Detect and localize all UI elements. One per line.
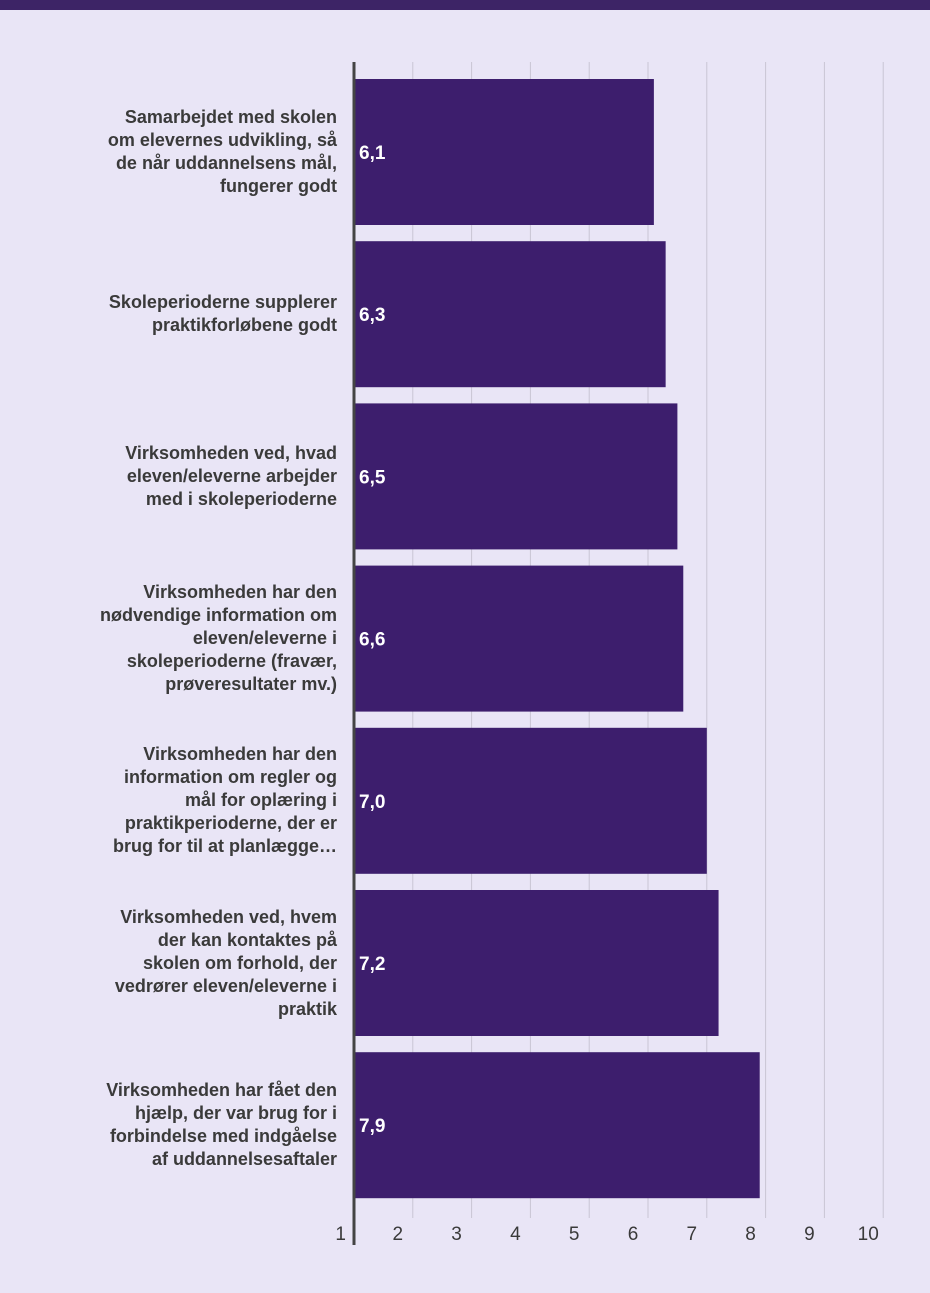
x-tick-label: 9 (804, 1224, 815, 1245)
category-label-line: praktikperioderne, der er (124, 813, 337, 834)
category-label-line: om elevernes udvikling, så (107, 130, 337, 150)
bar-value-label: 6,3 (359, 305, 385, 326)
category-label-line: praktik (277, 998, 337, 1019)
bar-value-label: 6,5 (359, 467, 386, 488)
category-label-line: Samarbejdet med skolen (124, 107, 337, 127)
category-label-line: prøveresultater mv.) (165, 674, 337, 695)
category-label-line: fungerer godt (220, 176, 337, 196)
category-label-line: vedrører eleven/eleverne i (114, 975, 337, 996)
bar-value-label: 7,9 (359, 1116, 385, 1137)
top-band (0, 0, 930, 10)
x-tick-label: 5 (569, 1224, 580, 1245)
category-label-line: praktikforløbene godt (151, 315, 337, 336)
category-label-line: Virksomheden ved, hvem (120, 906, 337, 927)
category-label-line: nødvendige information om (100, 605, 337, 626)
category-label-line: med i skoleperioderne (145, 488, 337, 509)
category-label: Virksomheden ved, hvad eleven/eleverne ar… (17, 442, 337, 511)
category-label-line: Virksomheden har den (143, 744, 337, 765)
bar (354, 890, 719, 1036)
bar (354, 241, 666, 388)
category-label-line: forbindelse med indgåelse (109, 1126, 337, 1147)
category-label-line: skolen om forhold, der (142, 952, 337, 973)
x-tick-label: 1 (335, 1224, 346, 1245)
category-label: Virksomheden ved, hvem der kan kontaktes … (17, 906, 337, 1021)
bar-value-label: 7,0 (359, 792, 385, 813)
category-label: Virksomheden har den nødvendige informati… (17, 581, 337, 696)
category-label-line: de når uddannelsens mål, (115, 153, 337, 173)
x-tick-label: 6 (628, 1224, 639, 1245)
bar (354, 403, 678, 550)
bar (354, 79, 654, 225)
bar-value-label: 6,1 (359, 143, 386, 164)
bar (354, 565, 684, 712)
category-label-line: Virksomheden har den (143, 582, 337, 603)
bars: 6,1 6,3 6,5 6,6 7,0 7,2 7,9 (354, 79, 760, 1199)
x-tick-label: 4 (510, 1224, 521, 1245)
category-label-line: mål for oplæring i (184, 790, 337, 811)
category-label-line: eleven/eleverne arbejder (126, 465, 337, 486)
bar-value-label: 7,2 (359, 954, 385, 975)
bar (354, 727, 707, 874)
category-label-line: Virksomheden ved, hvad (125, 442, 337, 463)
category-label: Skoleperioderne supplerer praktikforløben… (17, 291, 337, 337)
category-label-line: eleven/eleverne i (192, 628, 337, 649)
category-label: Samarbejdet med skolen om elevernes udvik… (17, 106, 337, 198)
category-label-line: Skoleperioderne supplerer (108, 292, 337, 313)
category-label-line: der kan kontaktes på (157, 929, 337, 950)
x-tick-labels: 1 2 3 4 5 6 7 8 9 10 (335, 1224, 878, 1245)
bar-value-label: 6,6 (359, 630, 385, 651)
x-tick-label: 3 (451, 1224, 462, 1245)
category-label-line: brug for til at planlægge… (113, 836, 337, 857)
x-tick-label: 10 (858, 1224, 879, 1245)
category-label-line: af uddannelsesaftaler (151, 1149, 337, 1170)
category-label-line: Virksomheden har fået den (106, 1080, 337, 1101)
x-tick-label: 8 (745, 1224, 756, 1245)
bar (354, 1052, 760, 1199)
category-label-line: hjælp, der var brug for i (134, 1103, 337, 1124)
category-label: Virksomheden har den information om regle… (17, 743, 337, 858)
category-label-line: information om regler og (123, 767, 337, 788)
x-tick-label: 2 (393, 1224, 404, 1245)
category-label-line: skoleperioderne (fravær, (126, 651, 337, 672)
x-tick-label: 7 (687, 1224, 698, 1245)
category-label: Virksomheden har fået den hjælp, der var … (17, 1079, 337, 1171)
